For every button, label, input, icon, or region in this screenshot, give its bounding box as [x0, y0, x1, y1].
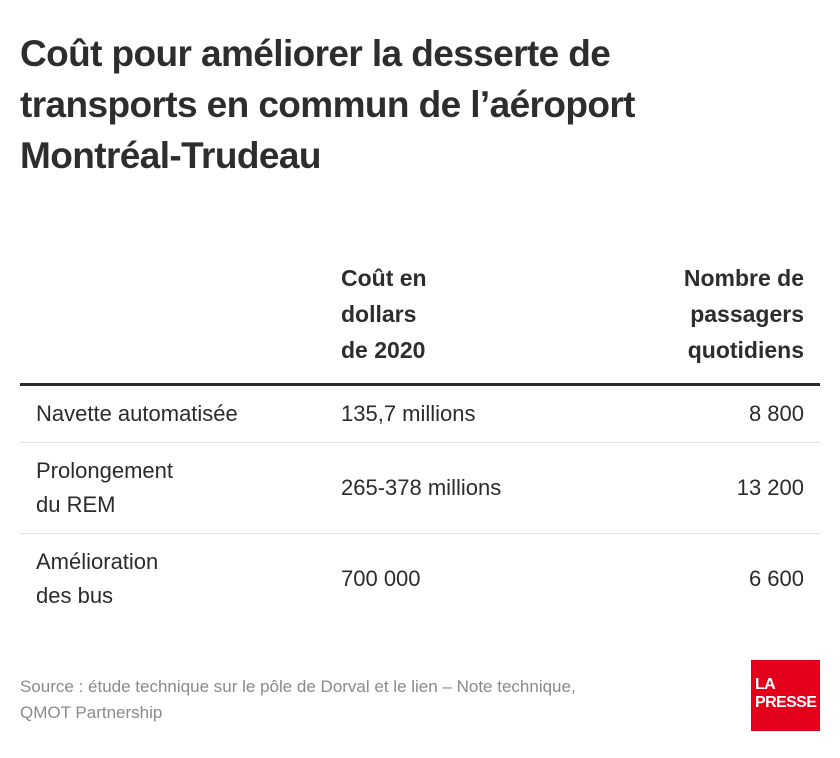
- column-header-line: quotidiens: [687, 337, 804, 363]
- column-header-cost: Coût en dollars de 2020: [341, 260, 427, 368]
- chart-title: Coût pour améliorer la desserte de trans…: [20, 28, 820, 181]
- table-row: Amélioration des bus 700 000 6 600: [20, 534, 820, 624]
- source-line: Source : étude technique sur le pôle de …: [20, 677, 576, 696]
- row-name-line: Prolongement: [36, 458, 173, 483]
- column-header-line: de 2020: [341, 337, 426, 363]
- logo-line: PRESSE: [755, 694, 817, 711]
- passengers-value: 8 800: [748, 401, 804, 426]
- table-header: Coût en dollars de 2020 Nombre de passag…: [20, 255, 820, 386]
- logo-line: LA: [755, 676, 776, 693]
- row-name-cell: Navette automatisée: [36, 397, 238, 431]
- source-note: Source : étude technique sur le pôle de …: [20, 674, 700, 726]
- passengers-value: 6 600: [748, 566, 804, 591]
- row-name-cell: Prolongement du REM: [36, 454, 173, 522]
- chart-title-line: Coût pour améliorer la desserte de: [20, 33, 611, 74]
- row-name-line: Navette automatisée: [36, 401, 238, 426]
- row-name-cell: Amélioration des bus: [36, 545, 158, 613]
- column-header-line: dollars: [341, 301, 417, 327]
- column-header-passengers: Nombre de passagers quotidiens: [684, 260, 804, 368]
- chart-title-line: transports en commun de l’aéroport: [20, 84, 635, 125]
- table-row: Prolongement du REM 265-378 millions 13 …: [20, 443, 820, 534]
- passengers-value: 13 200: [736, 475, 804, 500]
- cost-value: 265-378 millions: [341, 475, 502, 500]
- column-header-line: Nombre de: [683, 265, 804, 291]
- cost-value: 135,7 millions: [341, 401, 476, 426]
- column-header-line: Coût en: [341, 265, 427, 291]
- chart-title-line: Montréal-Trudeau: [20, 135, 321, 176]
- data-table: Coût en dollars de 2020 Nombre de passag…: [20, 255, 820, 624]
- passengers-cell: 8 800: [749, 397, 804, 431]
- cost-value: 700 000: [341, 566, 421, 591]
- la-presse-logo: LA PRESSE: [751, 660, 820, 731]
- cost-cell: 700 000: [341, 562, 421, 596]
- source-line: QMOT Partnership: [20, 703, 163, 722]
- passengers-cell: 13 200: [737, 471, 804, 505]
- cost-cell: 265-378 millions: [341, 471, 501, 505]
- passengers-cell: 6 600: [749, 562, 804, 596]
- row-name-line: du REM: [36, 492, 116, 517]
- cost-cell: 135,7 millions: [341, 397, 476, 431]
- column-header-line: passagers: [690, 301, 804, 327]
- table-row: Navette automatisée 135,7 millions 8 800: [20, 386, 820, 443]
- row-name-line: des bus: [36, 583, 114, 608]
- row-name-line: Amélioration: [36, 549, 159, 574]
